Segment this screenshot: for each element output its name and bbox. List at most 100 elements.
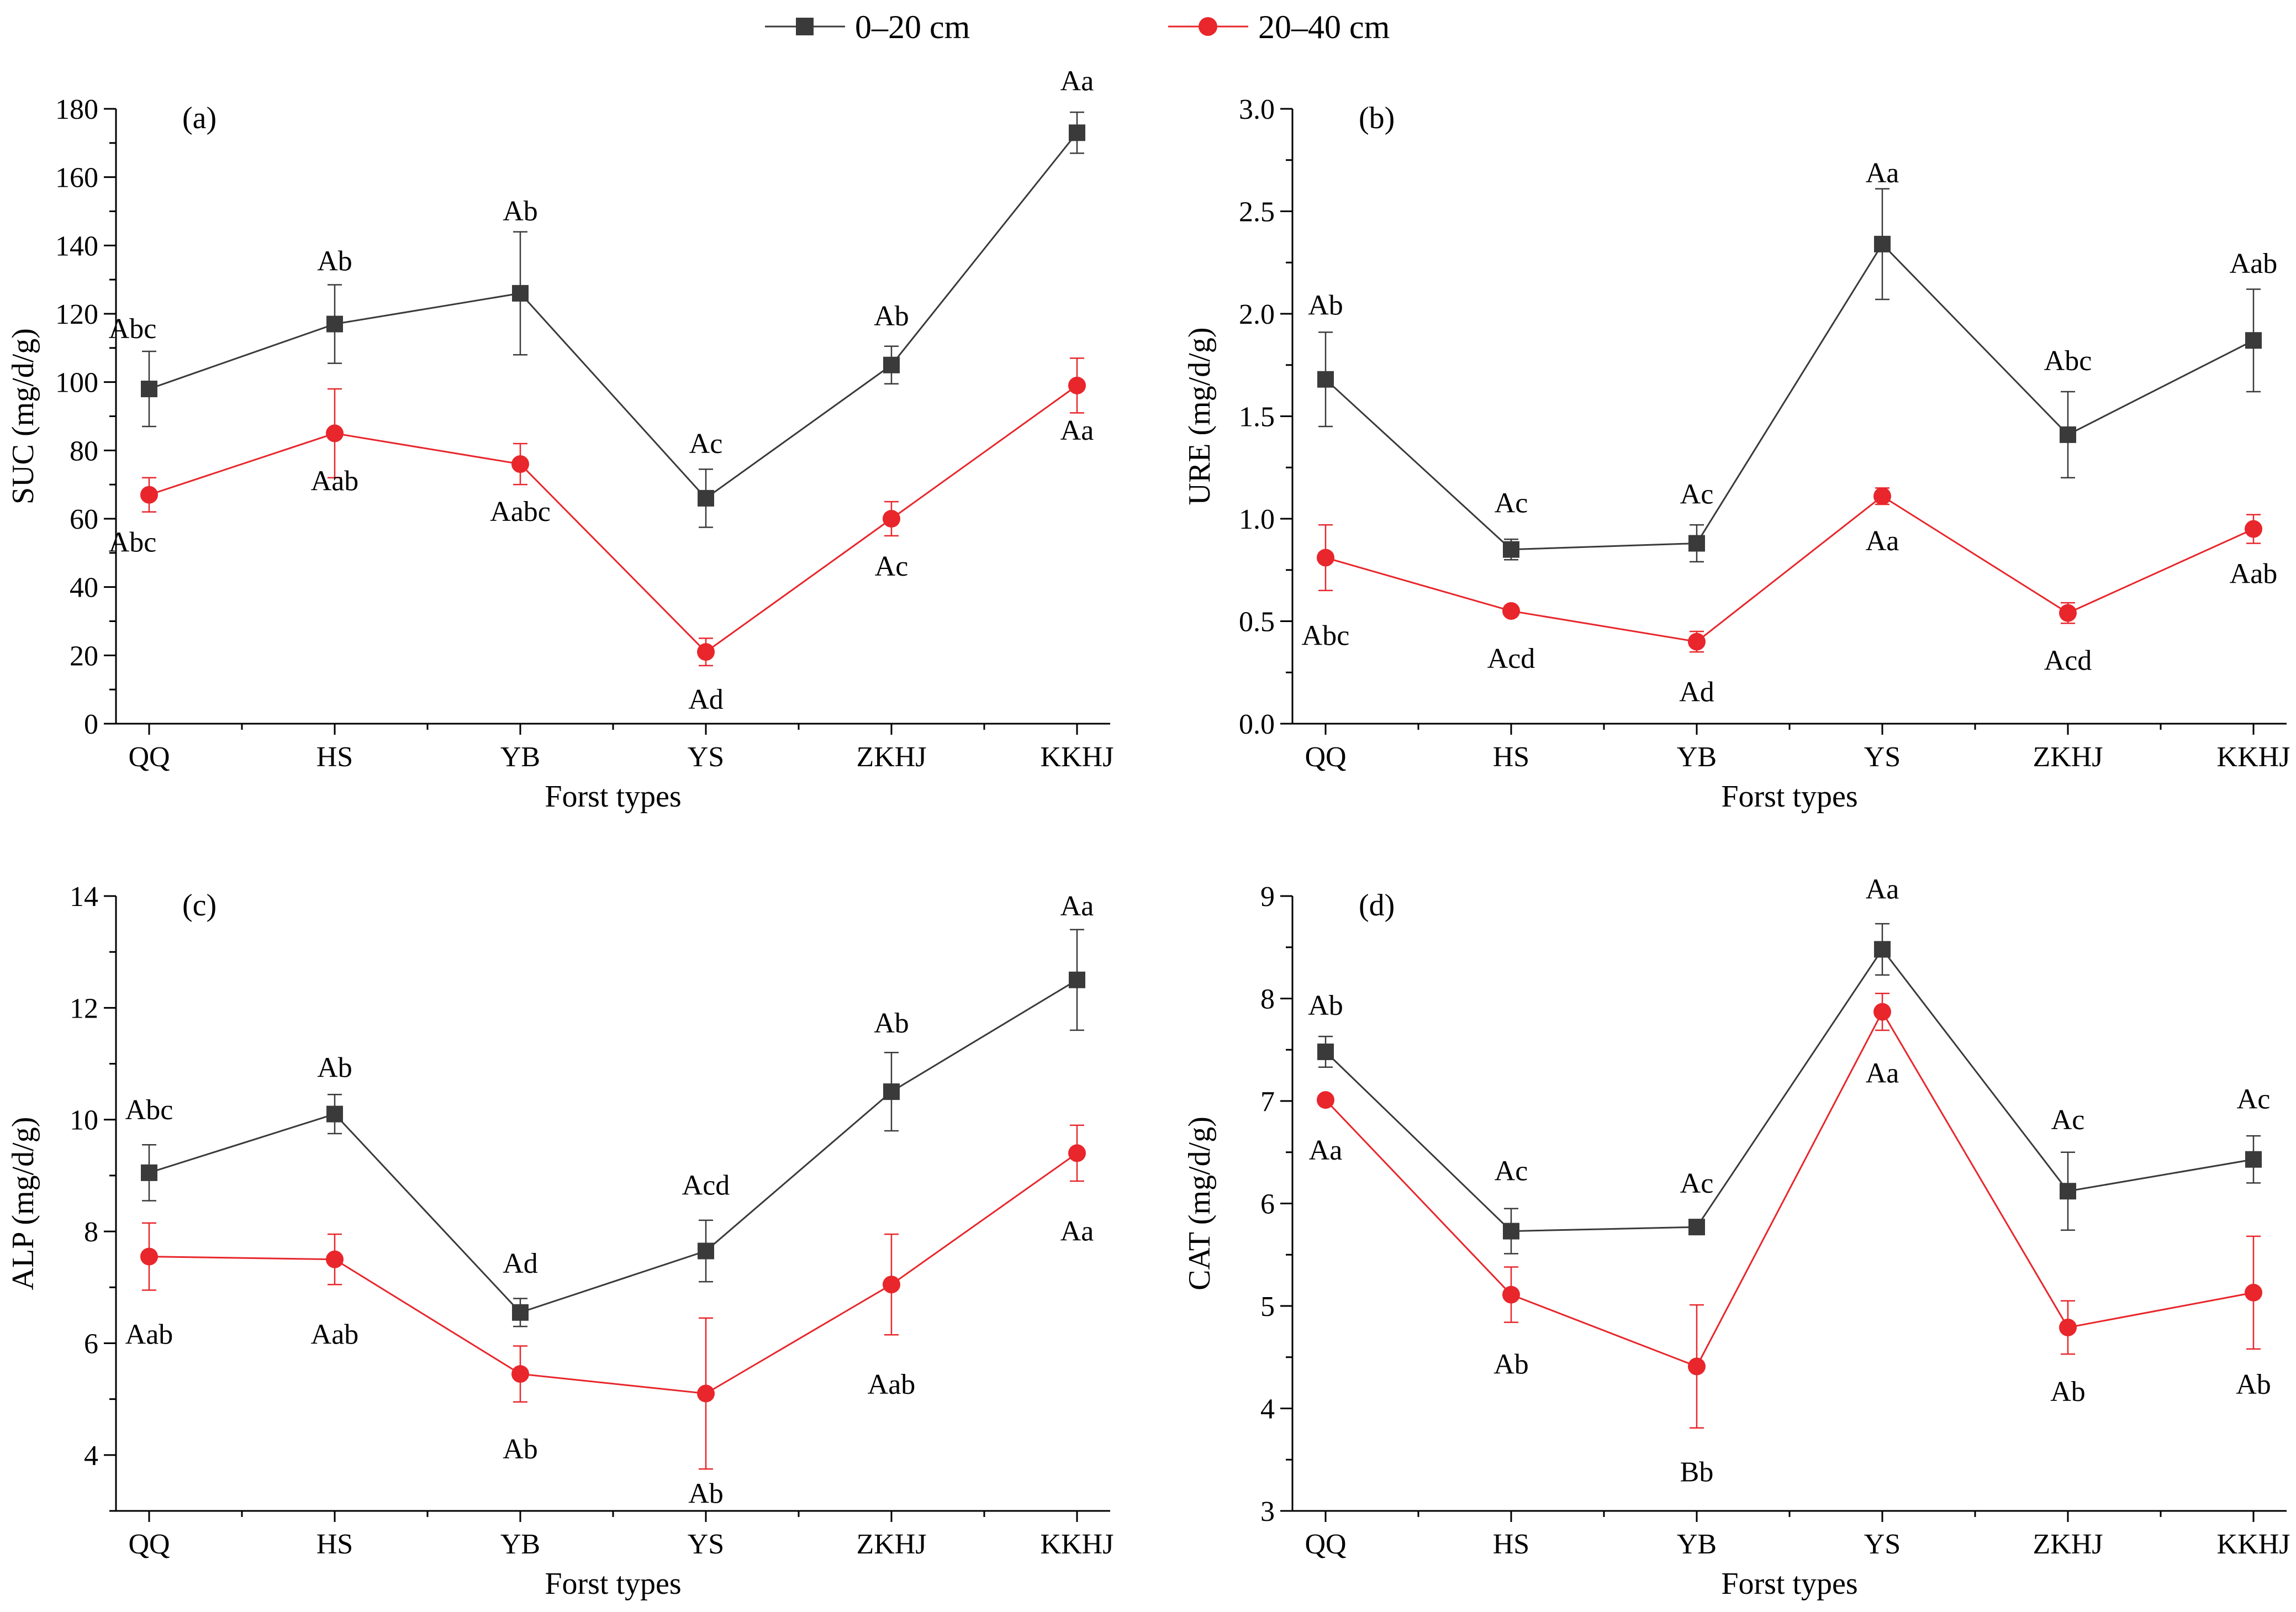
y-tick-label: 8	[84, 1216, 98, 1248]
y-tick-label: 0.0	[1239, 709, 1275, 740]
data-point-circle	[1317, 549, 1334, 567]
significance-label: Ab	[503, 1434, 538, 1465]
y-tick-label: 5	[1260, 1291, 1275, 1323]
x-tick-label-kkhj: KKHJ	[2217, 1529, 2290, 1560]
significance-label: Abc	[109, 313, 157, 345]
data-point-square	[2245, 332, 2262, 349]
data-point-square	[141, 1164, 157, 1181]
data-point-circle	[1502, 602, 1520, 620]
significance-label: Aab	[311, 1319, 359, 1351]
significance-label: Abc	[1302, 620, 1350, 651]
significance-label: Ac	[2237, 1084, 2271, 1115]
significance-label: Ad	[688, 684, 724, 715]
significance-label: Aab	[125, 1319, 173, 1351]
data-point-square	[512, 1304, 529, 1321]
x-tick-label-ys: YS	[688, 741, 724, 773]
data-point-square	[883, 1083, 900, 1100]
data-point-square	[1503, 1223, 1519, 1240]
y-tick-label: 4	[1260, 1394, 1275, 1425]
significance-label: Ad	[1679, 677, 1714, 708]
data-point-square	[326, 1105, 343, 1123]
y-tick-label: 3.0	[1239, 94, 1275, 125]
y-tick-label: 1.0	[1239, 504, 1275, 535]
x-tick-label-ys: YS	[688, 1529, 724, 1560]
y-tick-label: 60	[70, 504, 98, 535]
significance-label: Ab	[688, 1478, 724, 1510]
x-tick-label-hs: HS	[316, 741, 353, 773]
series-0-20cm: Abc Ab Ab Ac Ab Aa	[109, 65, 1094, 528]
x-tick-label-zkhj: ZKHJ	[2033, 1529, 2103, 1560]
y-tick-label: 8	[1260, 984, 1275, 1015]
x-tick-label-kkhj: KKHJ	[1041, 1529, 1114, 1560]
series-line	[1324, 947, 2254, 1232]
significance-label: Ac	[1680, 479, 1714, 510]
legend-marker-b	[1199, 17, 1217, 36]
y-tick-label: 180	[55, 94, 98, 125]
x-tick-label-zkhj: ZKHJ	[856, 1529, 926, 1560]
data-point-circle	[1688, 633, 1706, 651]
x-axis-title: Forst types	[1721, 1567, 1857, 1601]
data-point-square	[1317, 1043, 1334, 1060]
significance-label: Aa	[1866, 1058, 1899, 1089]
data-point-square	[2060, 426, 2076, 443]
y-axis-title: ALP (mg/d/g)	[6, 1117, 40, 1290]
x-tick-label-qq: QQ	[1305, 1529, 1346, 1560]
legend-label-b: 20–40 cm	[1258, 9, 1390, 45]
x-tick-label-zkhj: ZKHJ	[856, 741, 926, 773]
data-point-circle	[1068, 1144, 1086, 1162]
series-20-40cm: Abc Aab Aabc Ad Ac Aa	[109, 357, 1094, 715]
panel-tag: (d)	[1359, 888, 1395, 923]
significance-label: Ab	[1308, 290, 1343, 322]
data-point-circle	[2059, 1318, 2077, 1336]
significance-label: Aab	[868, 1369, 916, 1400]
y-tick-label: 12	[70, 993, 98, 1024]
data-point-circle	[2059, 604, 2077, 622]
x-tick-label-zkhj: ZKHJ	[2033, 741, 2103, 773]
data-point-square	[1317, 371, 1334, 388]
significance-label: Aa	[1060, 65, 1094, 97]
data-point-circle	[326, 1250, 344, 1268]
y-tick-label: 4	[84, 1440, 98, 1472]
significance-label: Ab	[1493, 1349, 1529, 1381]
data-point-square	[1874, 941, 1891, 958]
series-line	[1325, 495, 2254, 643]
data-point-circle	[140, 1247, 158, 1266]
y-axis-title: CAT (mg/d/g)	[1183, 1116, 1217, 1290]
y-tick-label: 80	[70, 435, 98, 467]
data-point-circle	[140, 486, 158, 504]
data-point-square	[326, 315, 343, 333]
series-0-20cm: Ab Ac Ac Aa Abc Aab	[1308, 157, 2277, 563]
series-0-20cm: Abc Ab Ad Acd Ab Aa	[125, 891, 1094, 1327]
data-point-circle	[1873, 1003, 1891, 1021]
data-point-square	[1069, 124, 1085, 141]
significance-label: Ab	[1308, 990, 1343, 1021]
x-tick-label-qq: QQ	[128, 741, 170, 773]
x-tick-label-hs: HS	[1493, 1529, 1529, 1560]
data-point-circle	[511, 1365, 529, 1383]
data-point-circle	[2245, 520, 2262, 538]
x-tick-label-yb: YB	[500, 1529, 540, 1560]
significance-label: Aa	[1866, 873, 1899, 905]
significance-label: Aa	[1866, 157, 1899, 189]
significance-label: Abc	[125, 1094, 173, 1126]
x-axis-title: Forst types	[545, 1567, 681, 1601]
data-point-circle	[2245, 1283, 2262, 1302]
data-point-square	[141, 381, 157, 398]
y-tick-label: 9	[1260, 881, 1275, 913]
data-point-circle	[511, 455, 529, 473]
significance-label: Ab	[2050, 1376, 2086, 1408]
significance-label: Ac	[1680, 1168, 1714, 1199]
significance-label: Bb	[1680, 1456, 1714, 1488]
data-point-circle	[1317, 1091, 1334, 1109]
series-line	[149, 979, 1078, 1314]
y-tick-label: 3	[1260, 1496, 1275, 1527]
y-axis-title: SUC (mg/d/g)	[6, 328, 40, 504]
x-tick-label-yb: YB	[500, 741, 540, 773]
data-point-circle	[1688, 1357, 1706, 1376]
x-tick-label-yb: YB	[1677, 741, 1717, 773]
significance-label: Aab	[311, 465, 359, 497]
series-20-40cm: Abc Acd Ad Aa Acd Aab	[1302, 487, 2277, 708]
data-point-square	[1069, 971, 1085, 988]
chart-panel-c: 4 6 8 10 12 14 QQ HS YB YS ZKHJ KKHJ Forst types ALP …	[6, 881, 1113, 1601]
